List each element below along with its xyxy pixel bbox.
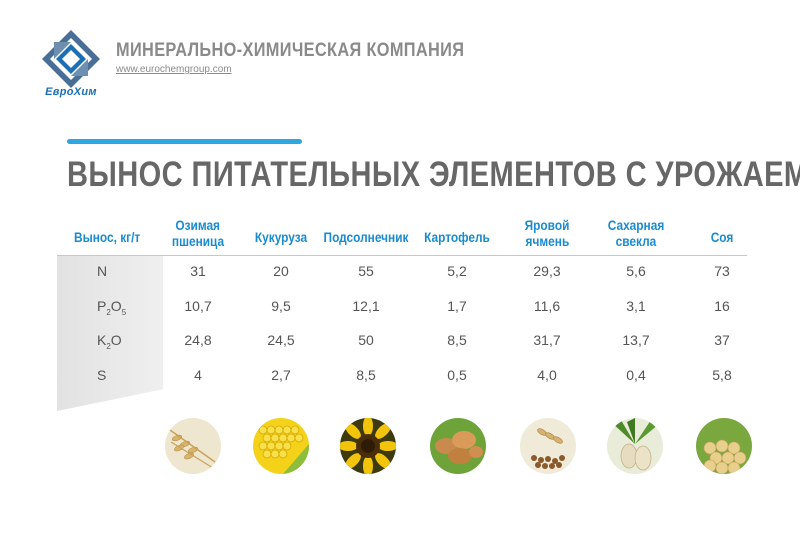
table-cell: 11,6 <box>533 298 561 314</box>
row-label: N <box>97 263 108 279</box>
corn-image <box>253 418 309 474</box>
column-header: Кукуруза <box>254 230 308 245</box>
company-website-link[interactable]: www.eurochemgroup.com <box>116 64 232 75</box>
table-cell: 55 <box>358 263 374 279</box>
soybean-image <box>696 418 752 474</box>
title-accent-bar <box>67 139 302 144</box>
table-cell: 0,4 <box>626 367 646 383</box>
column-header: Картофель <box>424 230 490 245</box>
eurochem-logo-icon <box>42 30 100 88</box>
table-cell: 37 <box>714 332 730 348</box>
potato-image <box>430 418 486 474</box>
table-cell: 31 <box>190 263 206 279</box>
column-header: Озимая пшеница <box>171 218 225 249</box>
table-cell: 24,5 <box>267 332 295 348</box>
table-cell: 8,5 <box>356 367 376 383</box>
table-cell: 0,5 <box>447 367 467 383</box>
row-label: S <box>97 367 107 383</box>
table-cell: 73 <box>714 263 730 279</box>
row-header-label: Вынос, кг/т <box>74 230 141 245</box>
logo-wordmark: ЕвроХим <box>45 86 97 98</box>
sunflower-image <box>340 418 396 474</box>
table-cell: 31,7 <box>533 332 561 348</box>
column-header: Подсолнечник <box>323 230 409 245</box>
table-cell: 12,1 <box>352 298 380 314</box>
column-header: Сахарная свекла <box>607 218 665 249</box>
table-cell: 1,7 <box>447 298 467 314</box>
table-cell: 29,3 <box>533 263 561 279</box>
table-cell: 3,1 <box>626 298 646 314</box>
table-cell: 16 <box>714 298 730 314</box>
column-header: Соя <box>710 230 734 245</box>
table-cell: 5,8 <box>712 367 732 383</box>
table-cell: 5,2 <box>447 263 467 279</box>
wheat-image <box>165 418 221 474</box>
table-cell: 8,5 <box>447 332 467 348</box>
page-title: ВЫНОС ПИТАТЕЛЬНЫХ ЭЛЕМЕНТОВ С УРОЖАЕМ <box>67 155 800 194</box>
table-header-divider <box>57 255 747 256</box>
row-label: P2O5 <box>97 298 127 317</box>
row-label: K2O <box>97 332 122 351</box>
company-name: МИНЕРАЛЬНО-ХИМИЧЕСКАЯ КОМПАНИЯ <box>116 40 465 61</box>
table-cell: 50 <box>358 332 374 348</box>
table-cell: 5,6 <box>626 263 646 279</box>
table-cell: 4 <box>194 367 202 383</box>
table-cell: 10,7 <box>184 298 212 314</box>
barley-image <box>520 418 576 474</box>
table-cell: 24,8 <box>184 332 212 348</box>
table-cell: 9,5 <box>271 298 291 314</box>
column-header: Яровой ячмень <box>524 218 570 249</box>
table-cell: 2,7 <box>271 367 291 383</box>
table-cell: 20 <box>273 263 289 279</box>
sugar-beet-image <box>607 418 663 474</box>
row-labels-panel <box>57 256 163 411</box>
table-cell: 13,7 <box>622 332 650 348</box>
table-cell: 4,0 <box>537 367 557 383</box>
